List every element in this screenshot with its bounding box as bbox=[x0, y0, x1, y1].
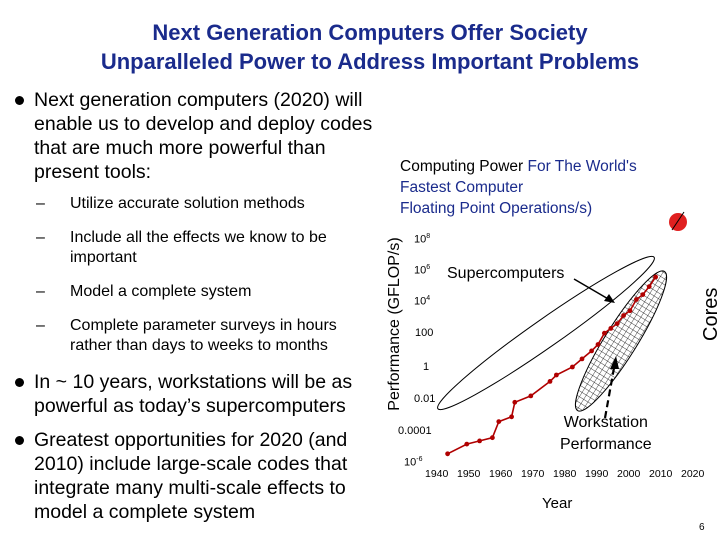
bullet-list: Next generation computers (2020) will en… bbox=[12, 88, 380, 534]
dash-icon: – bbox=[36, 195, 45, 212]
x-tick-label: 1950 bbox=[457, 468, 481, 480]
data-point bbox=[589, 348, 594, 354]
slide-title: Next Generation Computers Offer Society … bbox=[0, 18, 720, 76]
sub-bullet-item: – Complete parameter surveys in hours ra… bbox=[12, 316, 380, 356]
title-line-2: Unparalleled Power to Address Important … bbox=[100, 49, 640, 74]
data-point bbox=[646, 284, 652, 289]
sub-bullet-text: Model a complete system bbox=[70, 283, 252, 300]
data-point bbox=[496, 419, 502, 424]
target-line bbox=[671, 211, 685, 231]
dash-icon: – bbox=[36, 283, 45, 300]
data-point bbox=[477, 438, 482, 444]
arrow-head-icon bbox=[604, 294, 615, 303]
data-point bbox=[621, 313, 626, 318]
supercomputers-arrow bbox=[573, 278, 611, 301]
data-point bbox=[509, 414, 514, 420]
data-point bbox=[512, 399, 518, 405]
arrow-head-icon bbox=[610, 356, 619, 369]
y-tick-label: 10-6 bbox=[404, 456, 423, 469]
data-point bbox=[640, 292, 646, 297]
x-tick-label: 1980 bbox=[553, 468, 577, 480]
data-point bbox=[608, 326, 614, 331]
title-line-1: Next Generation Computers Offer Society bbox=[152, 20, 588, 45]
chart-title: Computing Power For The World's Fastest … bbox=[400, 156, 637, 219]
data-point bbox=[627, 308, 633, 314]
data-point bbox=[445, 451, 450, 457]
data-point bbox=[595, 342, 601, 347]
x-tick-label: 2010 bbox=[649, 468, 673, 480]
data-point bbox=[464, 441, 470, 447]
x-tick-label: 1960 bbox=[489, 468, 513, 480]
workstation-label: Workstation Performance bbox=[560, 414, 652, 453]
dash-icon: – bbox=[36, 317, 45, 334]
sub-bullet-text: Complete parameter surveys in hours rath… bbox=[70, 317, 337, 354]
sub-bullet-text: Utilize accurate solution methods bbox=[70, 195, 305, 212]
data-point bbox=[602, 330, 607, 336]
data-point bbox=[547, 379, 553, 384]
x-tick-label: 2000 bbox=[617, 468, 641, 480]
sub-bullet-item: – Include all the effects we know to be … bbox=[12, 228, 380, 268]
bullet-item: In ~ 10 years, workstations will be as p… bbox=[12, 370, 380, 418]
y-tick-label: 1 bbox=[423, 361, 430, 373]
y-tick-label: 100 bbox=[415, 327, 434, 339]
dash-icon: – bbox=[36, 229, 45, 246]
x-tick-label: 2020 bbox=[681, 468, 705, 480]
data-point bbox=[579, 356, 585, 362]
bullet-item: Greatest opportunities for 2020 (and 201… bbox=[12, 428, 380, 524]
chart-title-part-b: For The World's bbox=[527, 158, 637, 175]
bullet-dot-icon bbox=[15, 378, 24, 387]
bullet-item: Next generation computers (2020) will en… bbox=[12, 88, 380, 184]
sub-bullet-text: Include all the effects we know to be im… bbox=[70, 229, 327, 266]
page-number: 6 bbox=[699, 522, 705, 533]
x-tick-label: 1990 bbox=[585, 468, 609, 480]
data-point bbox=[653, 274, 658, 280]
supercomputers-label: Supercomputers bbox=[447, 265, 565, 282]
y-tick-label: 106 bbox=[414, 264, 431, 277]
target-circle bbox=[669, 213, 687, 231]
x-axis-label: Year bbox=[542, 495, 573, 512]
data-point bbox=[490, 435, 495, 441]
y-tick-label: 108 bbox=[414, 233, 431, 246]
bullet-text: Next generation computers (2020) will en… bbox=[34, 89, 373, 183]
y-tick-label: 104 bbox=[414, 295, 431, 308]
data-point bbox=[634, 297, 639, 302]
y-tick-label: 0.0001 bbox=[398, 425, 432, 437]
data-point bbox=[570, 364, 575, 370]
chart-title-line-2: Fastest Computer bbox=[400, 179, 524, 196]
bullet-dot-icon bbox=[15, 96, 24, 105]
workstation-arrow bbox=[603, 367, 616, 419]
y-tick-label: 0.01 bbox=[414, 393, 436, 405]
sub-bullet-item: – Model a complete system bbox=[12, 282, 380, 302]
x-tick-label: 1970 bbox=[521, 468, 545, 480]
workstation-hatch-region bbox=[574, 270, 668, 412]
chart-title-part-a: Computing Power bbox=[400, 158, 528, 175]
data-point bbox=[554, 372, 559, 378]
data-point bbox=[614, 321, 620, 326]
series-group bbox=[445, 274, 658, 457]
bullet-text: In ~ 10 years, workstations will be as p… bbox=[34, 371, 353, 417]
bullet-dot-icon bbox=[15, 436, 24, 445]
chart-title-line-3: Floating Point Operations/s) bbox=[400, 200, 593, 217]
sub-bullet-item: – Utilize accurate solution methods bbox=[12, 194, 380, 214]
supercomputer-region bbox=[437, 255, 655, 411]
data-point bbox=[528, 393, 534, 399]
bullet-text: Greatest opportunities for 2020 (and 201… bbox=[34, 429, 348, 523]
x-tick-label: 1940 bbox=[425, 468, 449, 480]
